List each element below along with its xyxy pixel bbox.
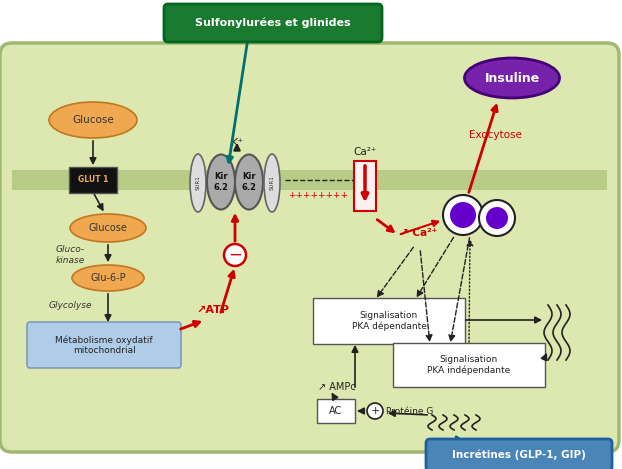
Ellipse shape <box>235 154 263 210</box>
FancyBboxPatch shape <box>354 161 376 211</box>
Text: Glycolyse: Glycolyse <box>49 301 92 310</box>
Text: Exocytose: Exocytose <box>468 130 521 140</box>
Ellipse shape <box>264 154 280 212</box>
FancyBboxPatch shape <box>426 439 612 469</box>
FancyBboxPatch shape <box>27 322 181 368</box>
Text: ↗ AMPc: ↗ AMPc <box>318 382 356 392</box>
Ellipse shape <box>72 265 144 291</box>
Text: Insuline: Insuline <box>485 71 540 84</box>
Circle shape <box>367 403 383 419</box>
Text: −: − <box>228 246 242 264</box>
Circle shape <box>486 207 508 229</box>
Circle shape <box>450 202 476 228</box>
Text: +: + <box>370 406 379 416</box>
Ellipse shape <box>70 214 146 242</box>
FancyBboxPatch shape <box>317 399 355 423</box>
Text: Ca²⁺: Ca²⁺ <box>353 147 377 157</box>
Ellipse shape <box>465 58 560 98</box>
Ellipse shape <box>190 154 206 212</box>
FancyBboxPatch shape <box>0 43 619 452</box>
Text: ↗ATP: ↗ATP <box>197 305 230 315</box>
Text: Glucose: Glucose <box>88 223 128 233</box>
Circle shape <box>443 195 483 235</box>
Text: ↗ Ca²⁺: ↗ Ca²⁺ <box>400 228 437 238</box>
Text: Glucose: Glucose <box>72 115 114 125</box>
Text: SUR1: SUR1 <box>269 175 274 190</box>
Ellipse shape <box>49 102 137 138</box>
Text: Glu-6-P: Glu-6-P <box>90 273 126 283</box>
Text: Signalisation
PKA indépendante: Signalisation PKA indépendante <box>427 355 511 375</box>
FancyBboxPatch shape <box>69 167 117 193</box>
FancyBboxPatch shape <box>164 4 382 42</box>
Text: Kir
6.2: Kir 6.2 <box>213 172 228 192</box>
Ellipse shape <box>207 154 235 210</box>
FancyBboxPatch shape <box>313 298 465 344</box>
Text: SUR1: SUR1 <box>195 175 200 190</box>
Text: K⁺: K⁺ <box>230 138 244 148</box>
Text: Gluco-
kinase: Gluco- kinase <box>55 245 85 265</box>
Text: Sulfonylurées et glinides: Sulfonylurées et glinides <box>195 18 351 28</box>
Text: GLUT 1: GLUT 1 <box>78 175 108 184</box>
Text: Métabolisme oxydatif
mitochondrial: Métabolisme oxydatif mitochondrial <box>55 335 153 355</box>
Text: AC: AC <box>330 406 343 416</box>
Text: Kir
6.2: Kir 6.2 <box>241 172 256 192</box>
Circle shape <box>224 244 246 266</box>
Bar <box>12 170 607 190</box>
Text: ++++++++: ++++++++ <box>288 191 348 201</box>
Text: Signalisation
PKA dépendante: Signalisation PKA dépendante <box>351 311 427 331</box>
FancyBboxPatch shape <box>393 343 545 387</box>
Circle shape <box>479 200 515 236</box>
Text: Protéine G: Protéine G <box>386 407 434 416</box>
Text: Incrétines (GLP-1, GIP): Incrétines (GLP-1, GIP) <box>452 450 586 460</box>
